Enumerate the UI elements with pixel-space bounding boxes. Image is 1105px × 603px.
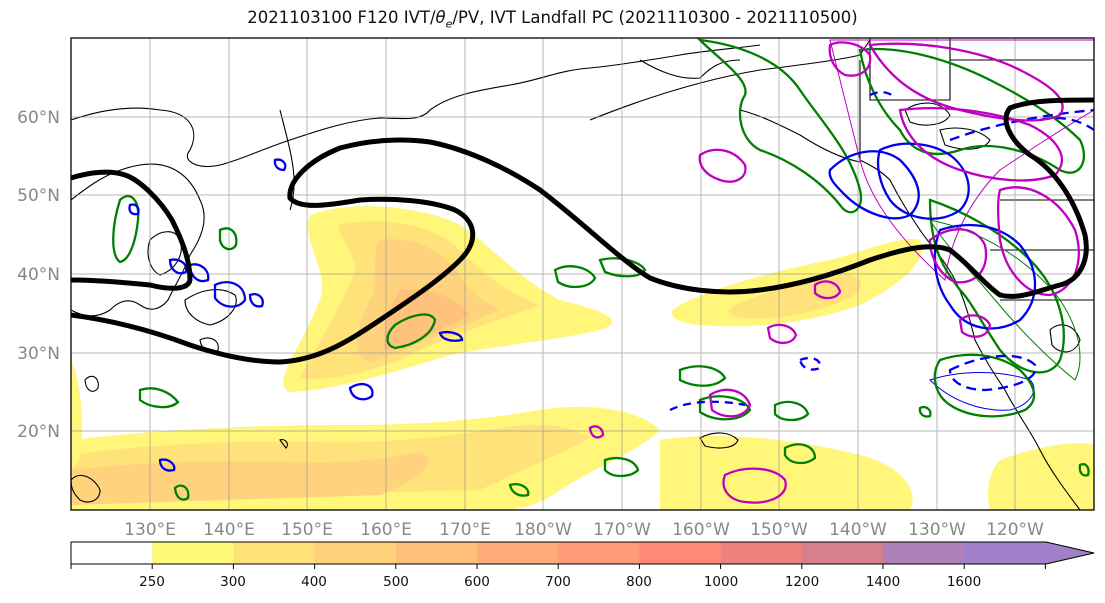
lat-label: 50°N — [17, 186, 60, 206]
colorbar-tick-label: 1200 — [785, 574, 819, 590]
colorbar-tick-label: 1600 — [947, 574, 981, 590]
colorbar-swatches — [71, 542, 1094, 564]
colorbar-swatch — [558, 542, 640, 564]
lon-label: 140°E — [203, 520, 255, 540]
lon-label: 140°W — [829, 520, 887, 540]
colorbar-swatch — [720, 542, 803, 564]
lon-label: 170°E — [439, 520, 491, 540]
colorbar-tick-label: 400 — [301, 574, 327, 590]
colorbar-extend-arrow — [964, 542, 1094, 564]
map-title: 2021103100 F120 IVT/θe/PV, IVT Landfall … — [247, 8, 858, 31]
colorbar-swatch — [71, 542, 153, 564]
map-area — [71, 38, 1094, 510]
colorbar: 250 300 400 500 600 700 800 1000 1200 14… — [70, 541, 1095, 590]
magenta-contours — [588, 41, 1080, 504]
lon-label: 130°E — [124, 520, 176, 540]
colorbar-tick-label: 1400 — [866, 574, 900, 590]
lon-label: 180°W — [514, 520, 572, 540]
colorbar-swatch — [639, 542, 722, 564]
lon-label: 160°E — [360, 520, 412, 540]
lat-label: 30°N — [17, 344, 60, 364]
colorbar-swatch — [233, 542, 316, 564]
colorbar-swatch — [801, 542, 884, 564]
colorbar-tick-label: 700 — [545, 574, 571, 590]
colorbar-tick-label: 250 — [139, 574, 165, 590]
lon-label: 160°W — [672, 520, 730, 540]
gridlines — [71, 38, 1094, 510]
lat-label: 60°N — [17, 108, 60, 128]
lat-axis: 60°N 50°N 40°N 30°N 20°N — [17, 108, 60, 442]
colorbar-tick-label: 600 — [464, 574, 490, 590]
colorbar-labels: 250 300 400 500 600 700 800 1000 1200 14… — [139, 574, 981, 590]
colorbar-tick-label: 1000 — [704, 574, 738, 590]
pv-contours — [71, 97, 1094, 365]
lon-label: 150°E — [281, 520, 333, 540]
colorbar-tick-label: 500 — [383, 574, 409, 590]
colorbar-frame — [70, 541, 1095, 565]
colorbar-swatch — [395, 542, 478, 564]
colorbar-ticks — [70, 564, 1046, 569]
lat-label: 40°N — [17, 265, 60, 285]
lon-label: 120°W — [986, 520, 1044, 540]
green-contours — [112, 38, 1090, 501]
lon-label: 170°W — [593, 520, 651, 540]
map-frame — [70, 37, 1095, 511]
colorbar-tick-label: 300 — [220, 574, 246, 590]
colorbar-swatch — [314, 542, 397, 564]
colorbar-swatch — [883, 542, 965, 564]
lon-label: 150°W — [750, 520, 808, 540]
lon-label: 130°W — [908, 520, 966, 540]
colorbar-tick-label: 800 — [626, 574, 652, 590]
lon-axis: 130°E 140°E 150°E 160°E 170°E 180°W 170°… — [124, 520, 1044, 540]
colorbar-swatch — [152, 542, 234, 564]
colorbar-swatch — [477, 542, 559, 564]
lat-label: 20°N — [17, 422, 60, 442]
